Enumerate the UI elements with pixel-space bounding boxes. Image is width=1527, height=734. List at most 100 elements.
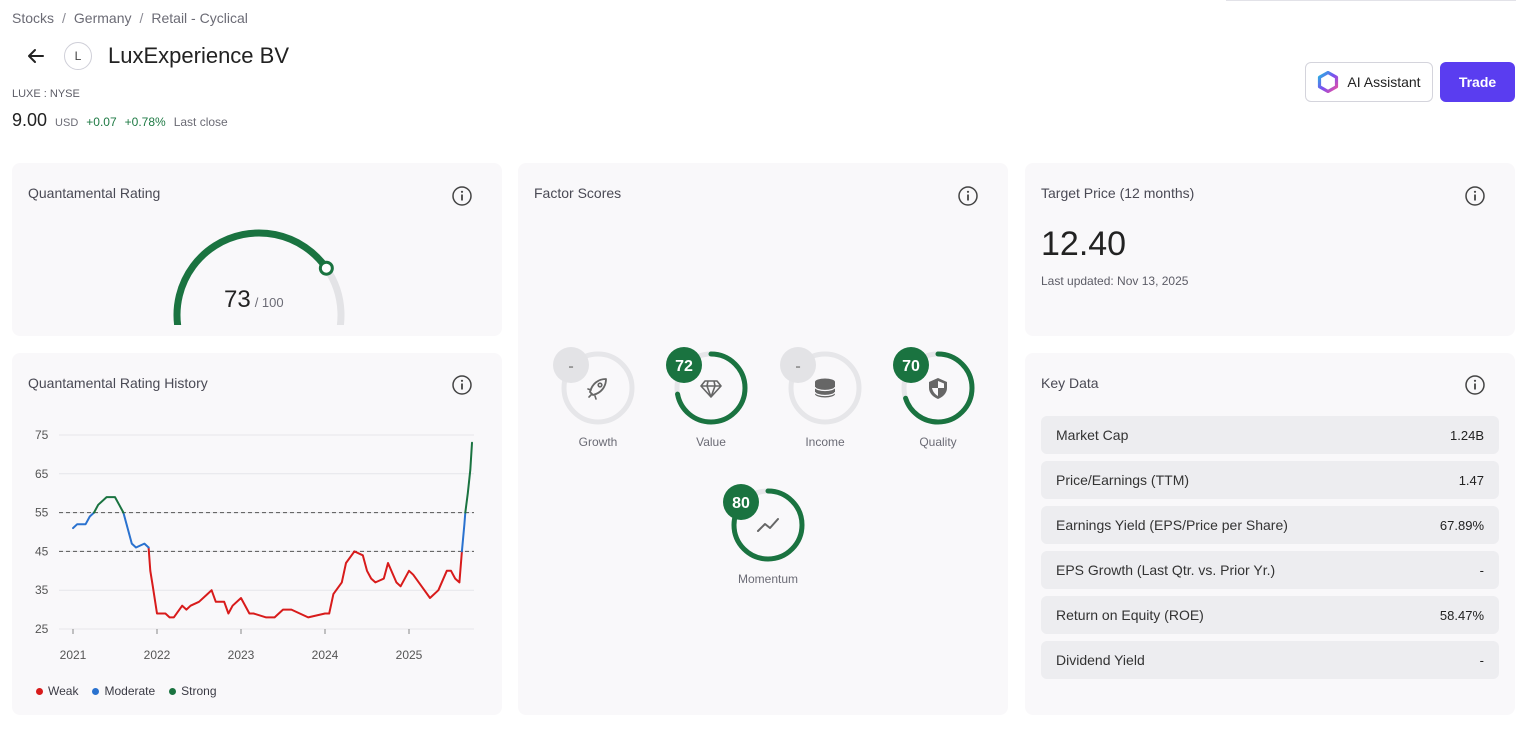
coins-icon: [814, 378, 836, 398]
factor-label: Income: [805, 435, 845, 449]
price-row: 9.00 USD +0.07 +0.78% Last close: [12, 110, 228, 131]
key-data-card: Key Data Market Cap 1.24B Price/Earnings…: [1025, 353, 1515, 715]
info-icon[interactable]: [957, 185, 979, 207]
series-line-moderate: [72, 511, 95, 530]
ai-hexagon-icon: [1318, 71, 1339, 93]
stock-header: L LuxExperience BV: [22, 42, 289, 70]
info-icon[interactable]: [451, 374, 473, 396]
factor-ring: 72: [666, 347, 748, 425]
factor-momentum[interactable]: 80 Momentum: [713, 481, 823, 586]
score-badge-value: 70: [902, 358, 920, 375]
key-data-label: EPS Growth (Last Qtr. vs. Prior Yr.): [1056, 562, 1276, 578]
rating-score: 73 / 100: [224, 286, 284, 314]
target-price-title: Target Price (12 months): [1041, 185, 1195, 201]
rating-history-card: Quantamental Rating History: [12, 353, 502, 715]
gauge-fill: [173, 229, 330, 325]
factor-ring: 80: [723, 484, 805, 562]
chart-legend: Weak Moderate Strong: [36, 684, 217, 698]
key-data-value: 1.47: [1458, 472, 1484, 488]
series-line-strong: [464, 441, 473, 514]
price-value: 9.00: [12, 110, 48, 130]
factor-value[interactable]: 72 Value: [656, 344, 766, 449]
series-line-weak: [147, 546, 463, 619]
info-icon[interactable]: [451, 185, 473, 207]
key-data-row-roe: Return on Equity (ROE) 58.47%: [1041, 596, 1499, 634]
rating-gauge: [173, 229, 345, 325]
breadcrumb: Stocks / Germany / Retail - Cyclical: [12, 10, 248, 26]
breadcrumb-item-sector[interactable]: Retail - Cyclical: [151, 10, 248, 26]
x-tick-label: 2025: [396, 648, 423, 662]
factor-scores-card: Factor Scores: [518, 163, 1008, 715]
rating-card: Quantamental Rating 73 / 100: [12, 163, 502, 336]
score-badge-value: 72: [675, 358, 693, 375]
factor-label: Momentum: [737, 572, 799, 586]
factor-label: Value: [696, 435, 726, 449]
ring-fill: [901, 351, 975, 425]
breadcrumb-separator: /: [62, 10, 66, 26]
info-icon[interactable]: [1464, 374, 1486, 396]
score-badge: [723, 484, 759, 520]
shield-icon: [929, 378, 947, 399]
factor-quality[interactable]: 70 Quality: [883, 344, 993, 449]
key-data-value: 58.47%: [1439, 607, 1484, 623]
breadcrumb-item-stocks[interactable]: Stocks: [12, 10, 55, 26]
legend-dot: [36, 687, 43, 695]
price-change-percent: +0.78%: [124, 115, 166, 129]
key-data-value: -: [1479, 562, 1484, 578]
rating-history-title: Quantamental Rating History: [28, 375, 208, 391]
score-badge: [780, 347, 816, 383]
factor-ring: 70: [893, 347, 975, 425]
y-tick-label: 55: [35, 506, 49, 520]
breadcrumb-separator: /: [139, 10, 144, 26]
x-tick-label: 2024: [312, 648, 339, 662]
target-price-card: Target Price (12 months) 12.40 Last upda…: [1025, 163, 1515, 336]
ring-fill: [674, 351, 748, 425]
legend-label: Moderate: [104, 684, 156, 698]
score-badge: [666, 347, 702, 383]
y-tick-label: 65: [35, 467, 49, 481]
rating-title: Quantamental Rating: [28, 185, 161, 201]
ai-assistant-button[interactable]: AI Assistant: [1305, 62, 1433, 102]
price-change: +0.07: [86, 115, 117, 129]
score-badge-value: -: [568, 358, 573, 375]
factor-ring: -: [780, 347, 862, 425]
top-divider: [1226, 0, 1516, 1]
score-badge-value: -: [795, 358, 800, 375]
gauge-marker: [318, 260, 334, 276]
y-tick-label: 35: [35, 583, 49, 597]
gauge-track: [322, 264, 345, 325]
trade-button[interactable]: Trade: [1440, 62, 1515, 102]
ai-assistant-label: AI Assistant: [1347, 74, 1421, 90]
info-icon[interactable]: [1464, 185, 1486, 207]
factor-income[interactable]: - Income: [770, 344, 880, 449]
key-data-row-market-cap: Market Cap 1.24B: [1041, 416, 1499, 454]
legend-label: Weak: [48, 684, 79, 698]
rating-score-max: / 100: [254, 295, 284, 310]
key-data-value: 1.24B: [1450, 427, 1484, 443]
key-data-row-eps-growth: EPS Growth (Last Qtr. vs. Prior Yr.) -: [1041, 551, 1499, 589]
y-tick-label: 75: [35, 428, 49, 442]
x-tick-label: 2022: [144, 648, 171, 662]
x-tick-label: 2023: [228, 648, 255, 662]
legend-dot: [92, 687, 100, 695]
x-tick-label: 2021: [60, 648, 87, 662]
price-status: Last close: [173, 115, 228, 129]
key-data-row-pe: Price/Earnings (TTM) 1.47: [1041, 461, 1499, 499]
factor-label: Growth: [578, 435, 618, 449]
back-button[interactable]: [22, 42, 50, 70]
company-logo: L: [64, 42, 92, 70]
key-data-value: 67.89%: [1439, 517, 1484, 533]
rating-history-chart: 25 35 45 55 65 75 2021 2022 2023 2024 2025: [35, 428, 474, 662]
y-tick-label: 25: [35, 622, 49, 636]
factor-scores-title: Factor Scores: [534, 185, 622, 201]
factor-growth[interactable]: - Growth: [543, 344, 653, 449]
score-badge: [893, 347, 929, 383]
price-currency: USD: [55, 117, 79, 129]
score-badge-value: 80: [732, 495, 750, 512]
score-badge: [553, 347, 589, 383]
legend-label: Strong: [181, 684, 217, 698]
breadcrumb-item-country[interactable]: Germany: [73, 10, 132, 26]
key-data-row-earnings-yield: Earnings Yield (EPS/Price per Share) 67.…: [1041, 506, 1499, 544]
key-data-row-dividend-yield: Dividend Yield -: [1041, 641, 1499, 679]
factor-ring: -: [553, 347, 635, 425]
